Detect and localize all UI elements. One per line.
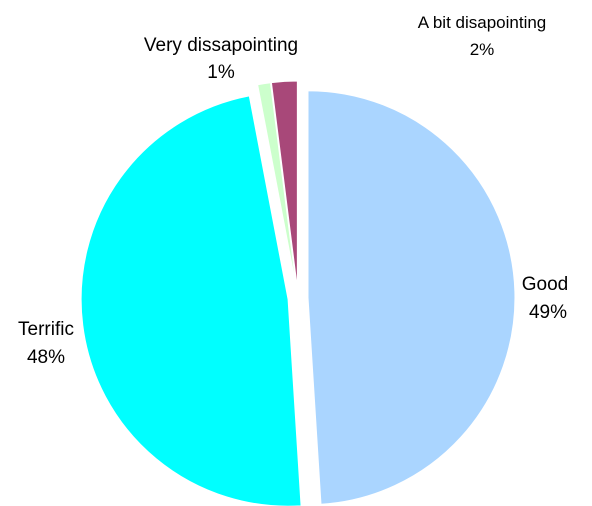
slice-label-terrific-name: Terrific [18, 319, 74, 340]
slice-label-a-bit-disapointing-value: 2% [470, 40, 495, 59]
slice-label-a-bit-disapointing-name: A bit disapointing [418, 13, 547, 32]
pie-slices [80, 80, 516, 506]
slice-label-good-name: Good [522, 274, 568, 295]
slice-label-very-dissapointing-value: 1% [207, 62, 235, 83]
slice-label-very-dissapointing-name: Very dissapointing [144, 35, 298, 56]
pie-slice-a-bit-disapointing [270, 80, 298, 289]
pie-slice-terrific [80, 95, 302, 506]
pie-slice-very-dissapointing [257, 82, 297, 289]
slice-label-good-value: 49% [529, 302, 567, 323]
pie-slice-good [307, 90, 516, 505]
slice-label-terrific-value: 48% [27, 347, 65, 368]
